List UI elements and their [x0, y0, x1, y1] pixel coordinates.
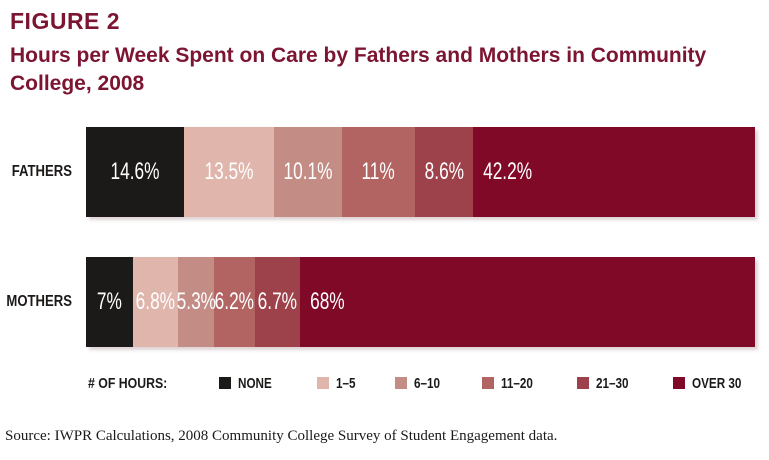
bar-segment-1-5: 6.8% [132, 257, 179, 347]
legend-item-6-10: 6–10 [395, 375, 447, 392]
legend-item-over-30: OVER 30 [672, 374, 755, 392]
legend-item-none: NONE [219, 375, 281, 392]
bar-row-fathers: FATHERS 14.6% 13.5% 10.1% 11% 8.6% 42.2% [0, 127, 769, 217]
bar-segment-6-10: 5.3% [176, 257, 216, 347]
bar-segment-value-label: 6.8% [135, 288, 176, 315]
bar-segment-11-20: 6.2% [213, 257, 256, 347]
legend-item-label: 1–5 [335, 374, 356, 392]
source-note: Source: IWPR Calculations, 2008 Communit… [5, 428, 558, 444]
bar-segment-over-30: 68% [300, 257, 755, 347]
figure-title-line-1: Hours per Week Spent on Care by Fathers … [10, 44, 707, 67]
legend-item-label: 6–10 [414, 374, 441, 392]
legend: # OF HOURS: NONE 1–5 6–10 11–20 21–30 OVER 30 [88, 371, 755, 395]
bar-segment-6-10: 10.1% [273, 127, 342, 217]
legend-item-21-30: 21–30 [577, 375, 638, 392]
bar-segment-value-label: 13.5% [204, 158, 254, 185]
bar-segment-21-30: 8.6% [415, 127, 473, 217]
legend-item-label: 21–30 [596, 374, 629, 392]
legend-item-11-20: 11–20 [482, 375, 542, 392]
bar-segment-value-label: 14.6% [110, 158, 160, 185]
bar-segment-none: 7% [86, 257, 133, 347]
legend-swatch-icon [219, 377, 232, 389]
bar-segment-value-label: 68% [310, 288, 345, 315]
bar-segment-value-label: 5.3% [176, 288, 216, 315]
legend-swatch-icon [577, 377, 590, 389]
bar-segment-value-label: 7% [96, 288, 122, 315]
bar-segment-value-label: 6.7% [257, 288, 298, 315]
bar-segment-value-label: 42.2% [482, 158, 532, 185]
legend-swatch-icon [482, 377, 495, 389]
legend-item-label: 11–20 [501, 374, 534, 392]
bar-fathers: 14.6% 13.5% 10.1% 11% 8.6% 42.2% [86, 127, 755, 217]
legend-item-label: OVER 30 [691, 374, 741, 392]
bar-segment-none: 14.6% [86, 127, 184, 217]
bar-segment-value-label: 6.2% [214, 288, 255, 315]
legend-item-label: NONE [238, 374, 273, 392]
row-label-mothers: MOTHERS [6, 293, 72, 310]
bar-segment-1-5: 13.5% [183, 127, 274, 217]
figure-title: Hours per Week Spent on Care by Fathers … [10, 42, 706, 98]
figure-label: FIGURE 2 [10, 8, 121, 34]
bar-segment-over-30: 42.2% [472, 127, 755, 217]
bar-segment-11-20: 11% [341, 127, 416, 217]
legend-swatch-icon [316, 377, 329, 389]
bar-mothers: 7% 6.8% 5.3% 6.2% 6.7% 68% [86, 257, 755, 347]
figure-title-line-2: College, 2008 [10, 72, 145, 95]
bar-segment-21-30: 6.7% [255, 257, 301, 347]
bar-segment-value-label: 8.6% [424, 158, 464, 185]
bar-row-mothers: MOTHERS 7% 6.8% 5.3% 6.2% 6.7% 68% [0, 257, 769, 347]
legend-item-1-5: 1–5 [316, 374, 361, 392]
row-label-fathers: FATHERS [11, 163, 72, 180]
bar-segment-value-label: 10.1% [283, 158, 333, 185]
legend-swatch-icon [672, 377, 685, 389]
legend-swatch-icon [395, 377, 408, 389]
legend-title: # OF HOURS: [88, 374, 168, 392]
bar-segment-value-label: 11% [361, 158, 395, 185]
